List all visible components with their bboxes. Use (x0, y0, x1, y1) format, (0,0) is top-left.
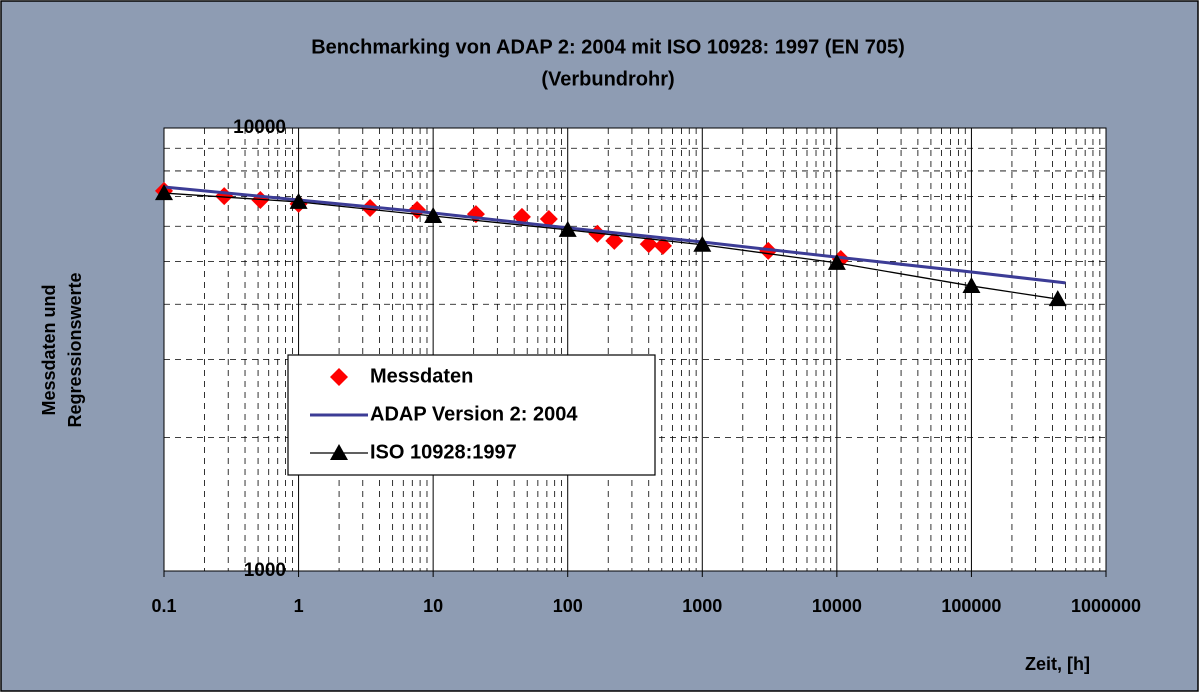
x-tick-label: 100000 (941, 596, 1001, 616)
series-line (163, 192, 1058, 300)
plot-border (163, 127, 1107, 572)
diamond-marker (605, 231, 624, 250)
triangle-marker (155, 184, 173, 201)
chart-title: Benchmarking von ADAP 2: 2004 mit ISO 10… (311, 36, 905, 58)
x-tick-label: 1000 (682, 596, 722, 616)
chart-subtitle: (Verbundrohr) (541, 68, 674, 90)
series-line (163, 185, 1066, 285)
triangle-marker (289, 192, 308, 209)
y-axis-label-line: Messdaten und (39, 284, 59, 415)
x-tick-label: 1 (294, 596, 304, 616)
x-tick-label: 10 (423, 596, 443, 616)
legend-label: ADAP Version 2: 2004 (370, 403, 578, 425)
x-axis-label: Zeit, [h] (1025, 654, 1090, 674)
legend-label: Messdaten (370, 365, 473, 387)
triangle-marker (330, 444, 348, 460)
diamond-marker (330, 368, 348, 386)
x-tick-label: 1000000 (1071, 596, 1141, 616)
triangle-marker (693, 235, 712, 252)
x-tick-label: 100 (553, 596, 583, 616)
plot-area (164, 128, 1106, 571)
triangle-marker (1048, 290, 1067, 307)
triangle-marker (424, 206, 443, 223)
y-axis-label: Messdaten und Regressionswerte (39, 272, 85, 427)
legend: Messdaten ADAP Version 2: 2004 ISO 10928:1… (287, 354, 656, 476)
legend-label: ISO 10928:1997 (370, 441, 517, 463)
triangle-marker (827, 253, 846, 270)
x-tick-label: 10000 (812, 596, 862, 616)
diamond-marker (539, 210, 558, 229)
triangle-marker (558, 220, 577, 237)
x-tick-label: 0.1 (151, 596, 176, 616)
y-axis-label-line: Regressionswerte (65, 272, 85, 427)
triangle-marker (962, 276, 981, 293)
